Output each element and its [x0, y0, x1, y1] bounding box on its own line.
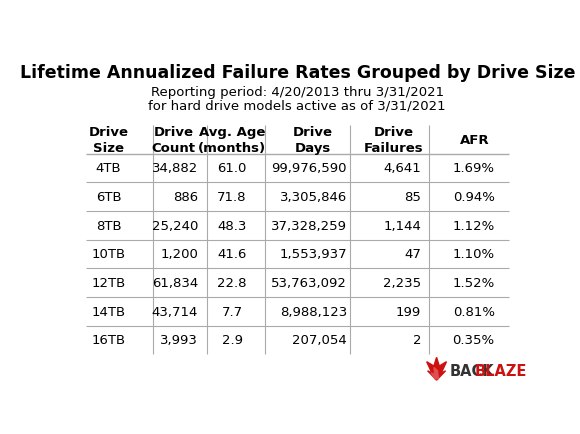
Text: 2.9: 2.9: [222, 334, 242, 347]
Text: 3,993: 3,993: [160, 334, 198, 347]
Text: 43,714: 43,714: [152, 305, 198, 318]
Text: 1,144: 1,144: [383, 219, 421, 232]
Text: Avg. Age
(months): Avg. Age (months): [198, 125, 266, 155]
Text: 71.8: 71.8: [218, 191, 247, 204]
Text: 16TB: 16TB: [92, 334, 125, 347]
Text: 7.7: 7.7: [222, 305, 242, 318]
Text: 48.3: 48.3: [218, 219, 246, 232]
Text: Drive
Days: Drive Days: [293, 125, 333, 155]
Text: for hard drive models active as of 3/31/2021: for hard drive models active as of 3/31/…: [148, 99, 446, 112]
Text: 199: 199: [396, 305, 421, 318]
Text: 207,054: 207,054: [292, 334, 347, 347]
Text: AFR: AFR: [460, 133, 490, 146]
Text: 0.81%: 0.81%: [452, 305, 495, 318]
Text: 41.6: 41.6: [218, 248, 246, 261]
Text: 34,882: 34,882: [152, 162, 198, 175]
Text: 12TB: 12TB: [91, 276, 126, 289]
Text: 8,988,123: 8,988,123: [280, 305, 347, 318]
Text: 47: 47: [404, 248, 421, 261]
Text: 61.0: 61.0: [218, 162, 246, 175]
Text: 2: 2: [413, 334, 421, 347]
Text: Reporting period: 4/20/2013 thru 3/31/2021: Reporting period: 4/20/2013 thru 3/31/20…: [151, 85, 444, 99]
Text: 1.12%: 1.12%: [452, 219, 495, 232]
Text: 4,641: 4,641: [383, 162, 421, 175]
Polygon shape: [427, 358, 447, 380]
Text: 53,763,092: 53,763,092: [271, 276, 347, 289]
Text: 4TB: 4TB: [96, 162, 121, 175]
Text: 0.35%: 0.35%: [452, 334, 495, 347]
Text: 10TB: 10TB: [92, 248, 125, 261]
Text: 8TB: 8TB: [96, 219, 121, 232]
Text: Drive
Size: Drive Size: [89, 125, 128, 155]
Text: 14TB: 14TB: [92, 305, 125, 318]
Text: 61,834: 61,834: [152, 276, 198, 289]
Text: 1.52%: 1.52%: [452, 276, 495, 289]
Text: 99,976,590: 99,976,590: [271, 162, 347, 175]
Text: 3,305,846: 3,305,846: [280, 191, 347, 204]
Text: BLAZE: BLAZE: [474, 363, 527, 378]
Text: Lifetime Annualized Failure Rates Grouped by Drive Size: Lifetime Annualized Failure Rates Groupe…: [20, 64, 575, 82]
Text: 886: 886: [173, 191, 198, 204]
Text: 85: 85: [404, 191, 421, 204]
Polygon shape: [431, 368, 438, 379]
Text: 22.8: 22.8: [218, 276, 247, 289]
Text: Drive
Count: Drive Count: [151, 125, 195, 155]
Text: 0.94%: 0.94%: [453, 191, 495, 204]
Text: Drive
Failures: Drive Failures: [364, 125, 424, 155]
Text: 1,200: 1,200: [160, 248, 198, 261]
Text: 25,240: 25,240: [152, 219, 198, 232]
Text: 1,553,937: 1,553,937: [280, 248, 347, 261]
Text: 37,328,259: 37,328,259: [271, 219, 347, 232]
Text: 6TB: 6TB: [96, 191, 121, 204]
Text: 1.69%: 1.69%: [452, 162, 495, 175]
Text: 1.10%: 1.10%: [452, 248, 495, 261]
Text: BACK: BACK: [449, 363, 494, 378]
Text: 2,235: 2,235: [383, 276, 421, 289]
